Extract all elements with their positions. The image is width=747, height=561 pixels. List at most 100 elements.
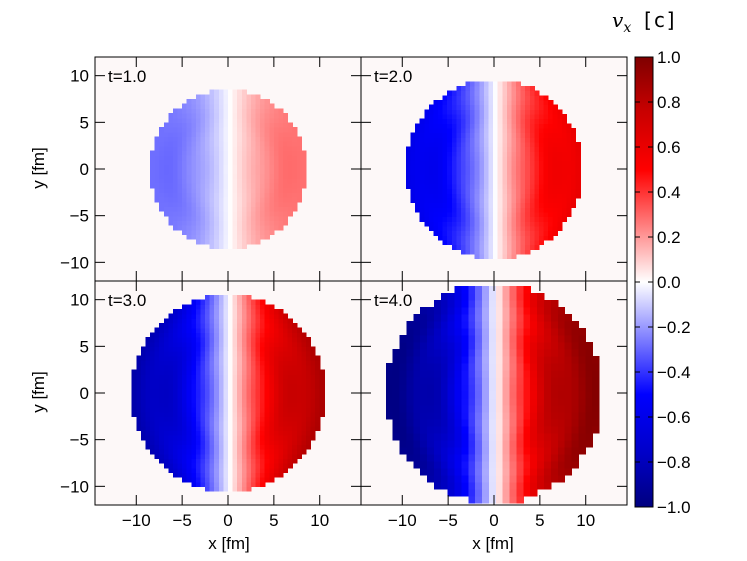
heatmap-cell [159, 197, 165, 203]
heatmap-cell [566, 197, 572, 204]
heatmap-cell [260, 388, 266, 394]
heatmap-cell [460, 239, 467, 246]
heatmap-cell [246, 425, 252, 431]
heatmap-cell [273, 225, 280, 231]
heatmap-cell [200, 178, 206, 184]
heatmap-cell [246, 453, 252, 459]
heatmap-cell [561, 137, 568, 143]
x-axis-title-right: x [fm] [472, 534, 514, 553]
heatmap-cell [191, 477, 197, 483]
heatmap-cell [255, 365, 261, 371]
heatmap-cell [543, 391, 552, 399]
heatmap-cell [296, 374, 302, 380]
heatmap-cell [136, 425, 142, 431]
heatmap-cell [564, 377, 573, 385]
heatmap-cell [488, 307, 497, 315]
heatmap-cell [186, 155, 192, 161]
heatmap-cell [557, 426, 566, 434]
heatmap-cell [172, 397, 179, 403]
heatmap-cell [273, 313, 280, 319]
heatmap-cell [186, 313, 192, 319]
heatmap-cell [495, 433, 504, 441]
heatmap-cell [451, 179, 457, 185]
heatmap-cell [209, 173, 215, 179]
heatmap-cell [502, 99, 508, 106]
heatmap-cell [468, 363, 476, 371]
heatmap-cell [246, 393, 252, 399]
heatmap-cell [433, 335, 442, 343]
heatmap-cell [506, 249, 513, 255]
heatmap-cell [523, 356, 531, 364]
heatmap-cell [278, 141, 284, 147]
x-tick-label: 5 [535, 511, 544, 530]
heatmap-cell [264, 169, 270, 175]
heatmap-cell [557, 193, 563, 199]
heatmap-cell [209, 192, 215, 198]
heatmap-cell [177, 467, 183, 473]
heatmap-cell [465, 207, 471, 213]
heatmap-cell [228, 169, 234, 175]
heatmap-cell [283, 173, 289, 179]
heatmap-cell [506, 235, 513, 241]
heatmap-cell [159, 327, 165, 333]
heatmap-cell [488, 405, 497, 413]
heatmap-cell [168, 183, 174, 189]
heatmap-cell [488, 197, 494, 204]
heatmap-cell [264, 355, 270, 361]
heatmap-cell [479, 90, 485, 96]
heatmap-cell [159, 369, 165, 375]
heatmap-cell [392, 405, 401, 413]
heatmap-cell [200, 425, 206, 431]
heatmap-cell [140, 355, 147, 361]
heatmap-cell [433, 482, 442, 490]
heatmap-cell [237, 323, 243, 329]
heatmap-cell [488, 81, 494, 87]
heatmap-cell [205, 472, 211, 478]
heatmap-cell [474, 174, 480, 180]
heatmap-cell [296, 388, 302, 394]
heatmap-cell [292, 416, 298, 422]
heatmap-cell [150, 337, 156, 343]
heatmap-cell [482, 377, 490, 385]
heatmap-cell [511, 104, 517, 110]
heatmap-cell [191, 206, 197, 212]
heatmap-cell [537, 335, 545, 343]
heatmap-cell [237, 435, 243, 441]
heatmap-cell [419, 216, 425, 222]
heatmap-cell [260, 467, 266, 473]
heatmap-cell [305, 388, 312, 394]
heatmap-cell [557, 174, 563, 180]
heatmap-cell [163, 360, 169, 366]
heatmap-cell [516, 363, 524, 371]
heatmap-cell [273, 472, 280, 478]
heatmap-cell [168, 117, 174, 123]
heatmap-cell [447, 384, 456, 392]
heatmap-cell [177, 360, 183, 366]
heatmap-cell [534, 123, 540, 129]
heatmap-cell [214, 313, 220, 319]
heatmap-cell [538, 174, 545, 180]
heatmap-cell [264, 341, 270, 347]
heatmap-cell [232, 239, 238, 245]
heatmap-cell [287, 141, 293, 147]
heatmap-cell [538, 109, 545, 115]
heatmap-cell [483, 160, 490, 166]
heatmap-cell [305, 365, 312, 371]
heatmap-cell [442, 118, 448, 124]
heatmap-cell [191, 155, 197, 161]
heatmap-cell [255, 397, 261, 403]
heatmap-cell [465, 174, 471, 180]
heatmap-cell [283, 187, 289, 193]
heatmap-cell [292, 379, 298, 385]
heatmap-cell [195, 187, 202, 193]
heatmap-cell [557, 461, 566, 469]
heatmap-cell [273, 411, 280, 417]
heatmap-cell [525, 183, 531, 190]
heatmap-cell [209, 444, 215, 450]
heatmap-cell [385, 377, 394, 385]
heatmap-cell [566, 151, 572, 157]
heatmap-cell [405, 155, 412, 162]
heatmap-cell [191, 131, 197, 137]
heatmap-cell [159, 388, 165, 394]
panel-ticks [361, 281, 627, 505]
